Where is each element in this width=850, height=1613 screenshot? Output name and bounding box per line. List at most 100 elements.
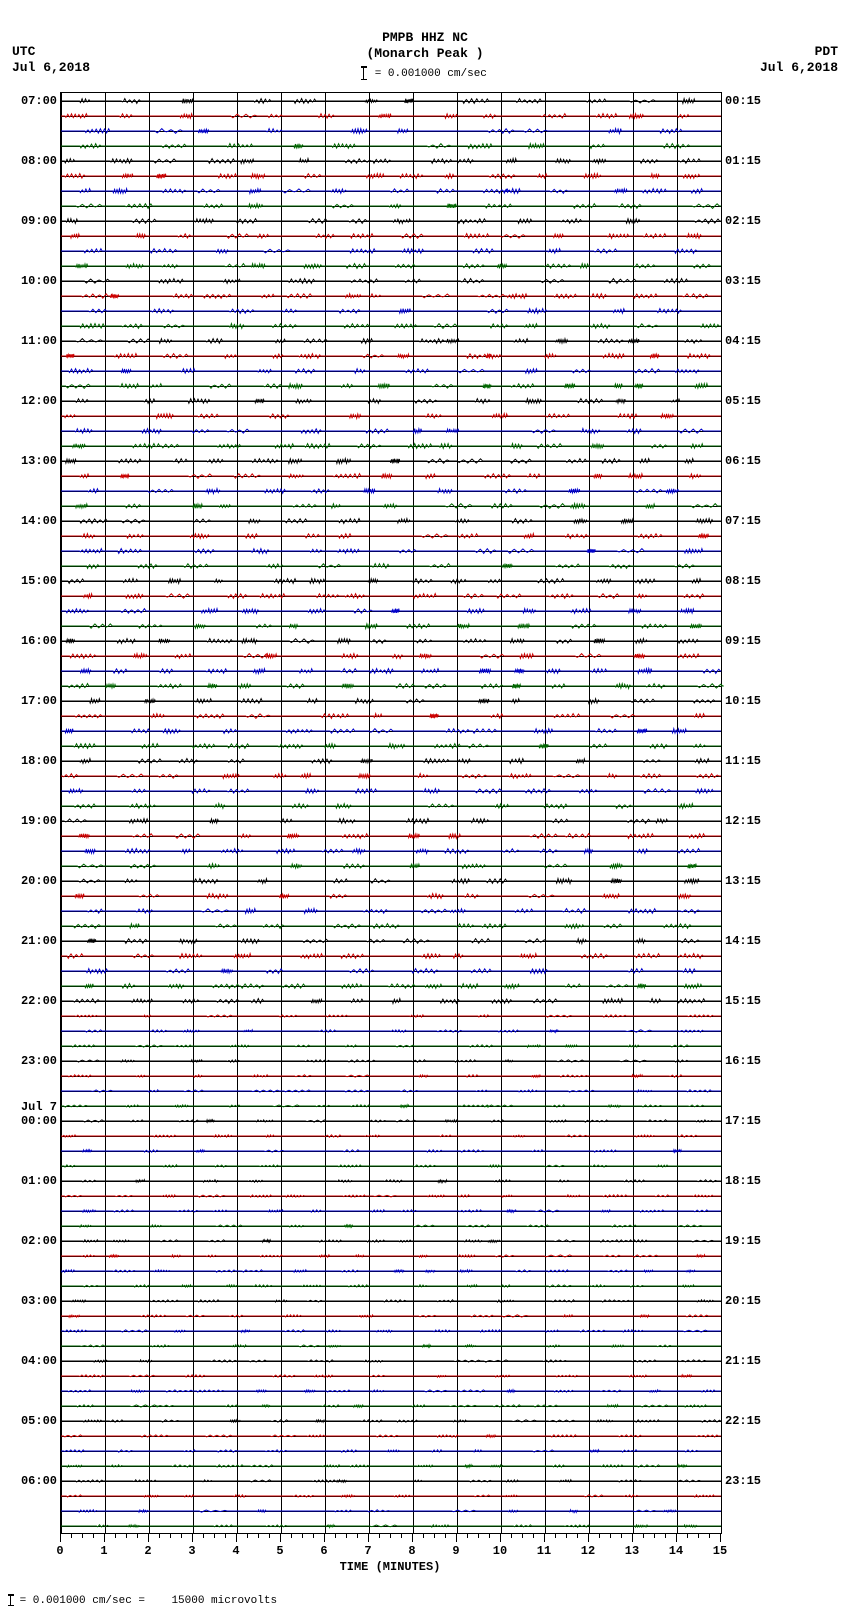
pdt-time-label: 02:15 bbox=[725, 214, 761, 228]
x-tick-label: 3 bbox=[188, 1544, 195, 1558]
pdt-time-label: 03:15 bbox=[725, 274, 761, 288]
seismic-trace bbox=[61, 1372, 721, 1380]
seismic-trace bbox=[61, 787, 721, 795]
seismic-trace bbox=[61, 757, 721, 765]
x-tick-minor bbox=[225, 1534, 226, 1538]
x-tick-minor bbox=[489, 1534, 490, 1538]
utc-time-label: 18:00 bbox=[21, 754, 57, 768]
x-tick-minor bbox=[665, 1534, 666, 1538]
pdt-time-label: 01:15 bbox=[725, 154, 761, 168]
seismic-trace bbox=[61, 907, 721, 915]
seismic-trace bbox=[61, 1087, 721, 1095]
seismic-trace bbox=[61, 1522, 721, 1530]
seismic-trace bbox=[61, 367, 721, 375]
seismic-trace bbox=[61, 1357, 721, 1365]
x-tick-label: 11 bbox=[537, 1544, 551, 1558]
pdt-time-label: 22:15 bbox=[725, 1414, 761, 1428]
seismic-trace bbox=[61, 97, 721, 105]
seismic-trace bbox=[61, 1477, 721, 1485]
x-tick-minor bbox=[247, 1534, 248, 1538]
seismic-trace bbox=[61, 877, 721, 885]
x-tick-minor bbox=[654, 1534, 655, 1538]
x-tick bbox=[588, 1534, 589, 1542]
x-tick-minor bbox=[357, 1534, 358, 1538]
pdt-time-label: 21:15 bbox=[725, 1354, 761, 1368]
seismic-trace bbox=[61, 172, 721, 180]
seismic-trace bbox=[61, 982, 721, 990]
day-break-label: Jul 7 bbox=[21, 1100, 57, 1114]
x-tick-minor bbox=[313, 1534, 314, 1538]
x-tick-minor bbox=[258, 1534, 259, 1538]
seismic-trace bbox=[61, 1177, 721, 1185]
seismic-trace bbox=[61, 937, 721, 945]
x-tick bbox=[544, 1534, 545, 1542]
x-tick-minor bbox=[181, 1534, 182, 1538]
x-tick bbox=[104, 1534, 105, 1542]
x-tick-label: 4 bbox=[232, 1544, 239, 1558]
x-tick bbox=[632, 1534, 633, 1542]
seismic-trace bbox=[61, 652, 721, 660]
x-tick-minor bbox=[511, 1534, 512, 1538]
x-tick-minor bbox=[115, 1534, 116, 1538]
seismic-trace bbox=[61, 187, 721, 195]
utc-time-label: 07:00 bbox=[21, 94, 57, 108]
x-tick-label: 8 bbox=[408, 1544, 415, 1558]
utc-time-label: 22:00 bbox=[21, 994, 57, 1008]
seismic-trace bbox=[61, 142, 721, 150]
seismic-trace bbox=[61, 1312, 721, 1320]
seismogram-plot: 07:0000:1508:0001:1509:0002:1510:0003:15… bbox=[60, 92, 722, 1534]
utc-time-label: 21:00 bbox=[21, 934, 57, 948]
utc-time-label: 08:00 bbox=[21, 154, 57, 168]
seismic-trace bbox=[61, 1507, 721, 1515]
x-tick-minor bbox=[434, 1534, 435, 1538]
seismic-trace bbox=[61, 1402, 721, 1410]
pdt-time-label: 16:15 bbox=[725, 1054, 761, 1068]
pdt-time-label: 05:15 bbox=[725, 394, 761, 408]
x-tick-minor bbox=[610, 1534, 611, 1538]
seismic-trace bbox=[61, 247, 721, 255]
utc-time-label: 16:00 bbox=[21, 634, 57, 648]
footer-scale-bar-icon bbox=[10, 1594, 11, 1606]
x-tick-minor bbox=[269, 1534, 270, 1538]
seismic-trace bbox=[61, 817, 721, 825]
pdt-time-label: 00:15 bbox=[725, 94, 761, 108]
footer-microvolts: 15000 microvolts bbox=[171, 1595, 277, 1607]
seismic-trace bbox=[61, 547, 721, 555]
seismic-trace bbox=[61, 1192, 721, 1200]
seismic-trace bbox=[61, 277, 721, 285]
seismic-trace bbox=[61, 502, 721, 510]
x-tick-minor bbox=[93, 1534, 94, 1538]
scale-label-top: = 0.001000 cm/sec bbox=[375, 68, 487, 80]
utc-time-label: 13:00 bbox=[21, 454, 57, 468]
seismic-trace bbox=[61, 1132, 721, 1140]
x-tick-minor bbox=[126, 1534, 127, 1538]
seismic-trace bbox=[61, 217, 721, 225]
pdt-time-label: 15:15 bbox=[725, 994, 761, 1008]
x-tick-minor bbox=[302, 1534, 303, 1538]
seismic-trace bbox=[61, 577, 721, 585]
seismic-trace bbox=[61, 262, 721, 270]
utc-time-label: 06:00 bbox=[21, 1474, 57, 1488]
seismic-trace bbox=[61, 772, 721, 780]
seismic-trace bbox=[61, 727, 721, 735]
x-tick-label: 1 bbox=[100, 1544, 107, 1558]
x-tick bbox=[500, 1534, 501, 1542]
x-tick-minor bbox=[467, 1534, 468, 1538]
x-tick-minor bbox=[555, 1534, 556, 1538]
x-tick bbox=[676, 1534, 677, 1542]
seismic-trace bbox=[61, 1162, 721, 1170]
x-tick-label: 12 bbox=[581, 1544, 595, 1558]
utc-time-label: 14:00 bbox=[21, 514, 57, 528]
x-tick-minor bbox=[698, 1534, 699, 1538]
x-tick bbox=[456, 1534, 457, 1542]
x-tick-label: 6 bbox=[320, 1544, 327, 1558]
x-tick-label: 15 bbox=[713, 1544, 727, 1558]
seismic-trace bbox=[61, 412, 721, 420]
seismic-trace bbox=[61, 742, 721, 750]
seismic-trace bbox=[61, 487, 721, 495]
seismic-trace bbox=[61, 892, 721, 900]
seismic-trace bbox=[61, 1222, 721, 1230]
utc-time-label: 15:00 bbox=[21, 574, 57, 588]
seismic-trace bbox=[61, 847, 721, 855]
x-tick-minor bbox=[335, 1534, 336, 1538]
